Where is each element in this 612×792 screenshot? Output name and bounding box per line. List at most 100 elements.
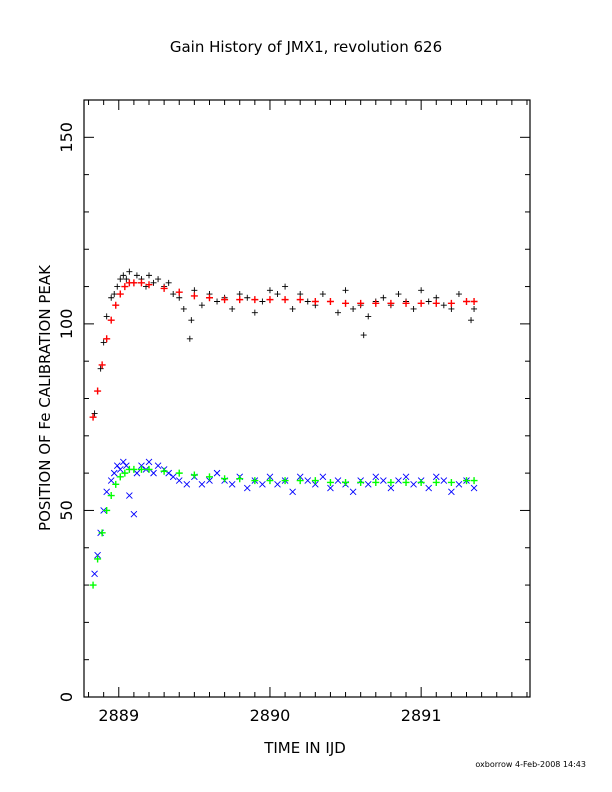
data-point [259, 481, 266, 488]
data-point [364, 481, 372, 488]
data-point [175, 469, 183, 477]
data-point [311, 297, 319, 305]
data-point [205, 294, 213, 302]
data-point [107, 477, 115, 484]
data-point [94, 387, 102, 395]
data-point [170, 291, 177, 298]
data-point [289, 305, 296, 312]
data-point [447, 478, 455, 486]
data-point [395, 477, 402, 484]
data-point [342, 299, 350, 307]
data-point [470, 297, 478, 305]
data-point [221, 475, 229, 483]
data-point [117, 276, 124, 283]
y-tick-label: 50 [57, 500, 76, 520]
data-point [296, 473, 304, 481]
data-point [188, 317, 195, 324]
data-point [236, 296, 244, 304]
data-point [251, 477, 259, 485]
data-point [130, 465, 138, 473]
data-point [190, 292, 198, 300]
data-point [198, 302, 205, 309]
data-point [103, 313, 110, 320]
data-point [402, 473, 410, 481]
data-point [145, 458, 153, 466]
data-point [116, 466, 124, 473]
data-point [113, 462, 121, 469]
data-point [289, 488, 296, 496]
data-point [137, 465, 145, 473]
data-point [297, 291, 304, 298]
data-point [417, 299, 425, 307]
data-point [281, 296, 289, 304]
data-point [455, 481, 463, 488]
data-point [432, 473, 440, 481]
data-point [150, 469, 157, 477]
data-point [349, 488, 357, 496]
x-axis-title: TIME IN IJD [263, 739, 346, 757]
data-point [266, 287, 273, 294]
data-point [402, 478, 410, 486]
data-point [455, 291, 462, 298]
data-point [206, 477, 213, 484]
data-point [342, 478, 350, 486]
data-point [471, 305, 478, 312]
data-point [198, 481, 206, 488]
data-point [342, 287, 349, 294]
data-point [130, 510, 138, 518]
series-2 [91, 458, 478, 578]
data-point [296, 296, 304, 304]
data-point [116, 290, 124, 298]
data-point [418, 287, 425, 294]
data-point [251, 309, 258, 316]
data-point [440, 477, 448, 484]
data-point [94, 555, 102, 563]
y-tick-label: 150 [57, 122, 76, 153]
data-point [448, 305, 455, 312]
data-point [155, 276, 162, 283]
data-point [296, 477, 304, 485]
data-point [357, 478, 365, 486]
data-point [120, 272, 127, 279]
data-point [126, 268, 133, 275]
data-point [274, 481, 281, 488]
data-point [425, 298, 432, 305]
data-marks [89, 268, 478, 589]
chart-title: Gain History of JMX1, revolution 626 [170, 38, 442, 56]
data-point [183, 481, 191, 488]
data-point [91, 410, 98, 417]
data-point [138, 462, 145, 469]
data-point [97, 365, 104, 372]
data-point [221, 296, 229, 304]
data-point [190, 471, 198, 479]
data-point [111, 291, 118, 298]
data-point [244, 294, 251, 301]
data-point [175, 288, 183, 296]
data-point [114, 283, 121, 290]
data-point [103, 506, 111, 514]
data-point [470, 477, 478, 485]
data-point [98, 361, 106, 369]
series-0 [91, 268, 478, 417]
data-point [186, 335, 193, 342]
data-point [100, 339, 107, 346]
data-point [282, 283, 289, 290]
data-point [123, 462, 130, 469]
data-point [133, 272, 140, 279]
data-point [470, 484, 478, 492]
data-point [326, 297, 334, 305]
data-point [259, 298, 266, 305]
data-point [319, 291, 326, 298]
data-point [103, 488, 110, 496]
data-point [319, 473, 327, 481]
data-point [304, 477, 312, 484]
data-point [372, 473, 380, 481]
data-point [236, 291, 243, 298]
data-point [417, 478, 425, 486]
y-tick-label: 100 [57, 309, 76, 340]
data-point [123, 276, 130, 283]
data-point [402, 299, 410, 307]
data-point [89, 581, 97, 589]
data-point [94, 551, 101, 559]
data-point [145, 281, 153, 289]
